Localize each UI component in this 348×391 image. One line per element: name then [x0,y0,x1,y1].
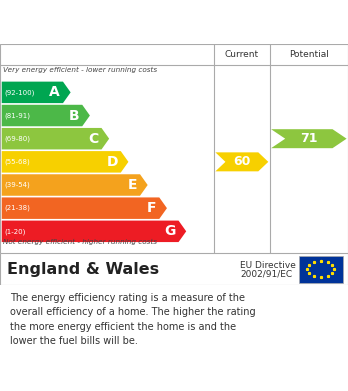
Polygon shape [2,105,90,126]
Text: (69-80): (69-80) [4,135,30,142]
Polygon shape [271,129,347,148]
Text: Current: Current [225,50,259,59]
Text: EU Directive: EU Directive [240,261,296,270]
Polygon shape [2,221,186,242]
Text: The energy efficiency rating is a measure of the
overall efficiency of a home. T: The energy efficiency rating is a measur… [10,293,256,346]
Text: 2002/91/EC: 2002/91/EC [240,270,292,279]
Text: D: D [106,155,118,169]
Bar [299,256,343,283]
Text: C: C [88,132,99,146]
Text: E: E [128,178,137,192]
Text: 60: 60 [233,155,251,169]
Text: England & Wales: England & Wales [7,262,159,277]
Polygon shape [2,174,148,196]
Polygon shape [2,128,109,149]
Text: Very energy efficient - lower running costs: Very energy efficient - lower running co… [3,67,158,73]
Text: G: G [164,224,176,239]
Polygon shape [2,82,71,103]
Text: (1-20): (1-20) [4,228,25,235]
Text: F: F [147,201,157,215]
Polygon shape [2,197,167,219]
Text: 71: 71 [300,132,318,145]
Text: (92-100): (92-100) [4,89,34,96]
Text: (81-91): (81-91) [4,112,30,119]
Text: (21-38): (21-38) [4,205,30,212]
Text: Not energy efficient - higher running costs: Not energy efficient - higher running co… [3,239,158,245]
Text: B: B [69,109,79,122]
Polygon shape [215,152,268,171]
Text: (39-54): (39-54) [4,182,30,188]
Polygon shape [2,151,128,172]
Text: Potential: Potential [289,50,329,59]
Text: Energy Efficiency Rating: Energy Efficiency Rating [60,19,288,37]
Text: (55-68): (55-68) [4,159,30,165]
Text: A: A [49,85,60,99]
